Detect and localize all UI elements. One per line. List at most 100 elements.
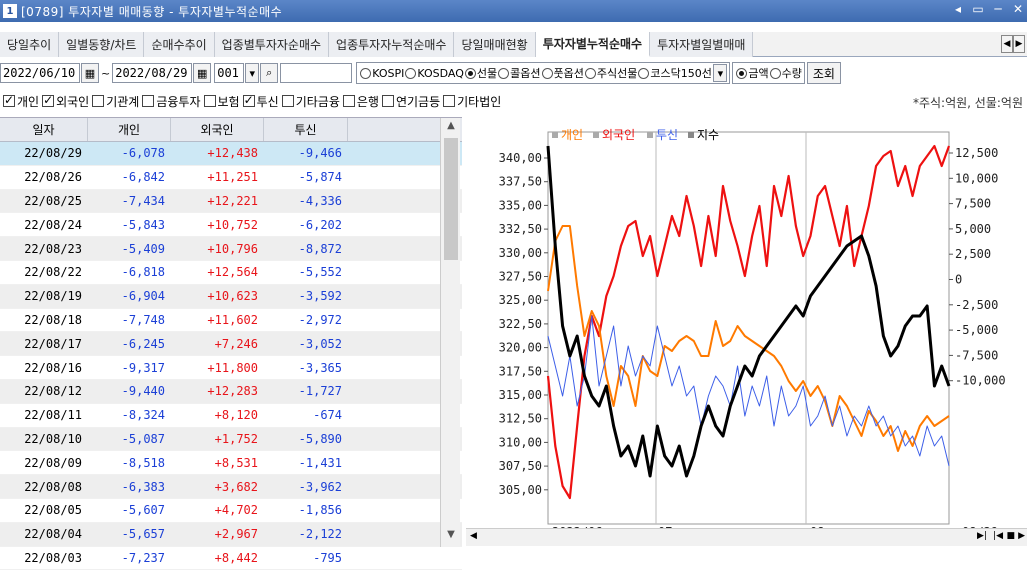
scroll-up-icon[interactable]: ▲: [447, 120, 455, 131]
grid-scrollbar[interactable]: ▲ ▼: [440, 118, 460, 547]
check-individual[interactable]: 개인: [3, 93, 39, 110]
radio-futures[interactable]: 선물: [464, 65, 497, 81]
radio-dot: [541, 67, 553, 79]
radio-put-option[interactable]: 풋옵션: [541, 65, 584, 81]
cell-date: 22/08/12: [24, 384, 82, 399]
checkbox-box: [142, 95, 155, 107]
table-row[interactable]: 22/08/11 -8,324 +8,120 -674: [0, 404, 462, 428]
chart-scrollbar[interactable]: ◀ ▶| |◀ ■ ▶: [466, 528, 1027, 546]
left-tick-label: 320,00: [499, 341, 542, 355]
check-foreign[interactable]: 외국인: [42, 93, 89, 110]
legend-label: 개인: [561, 128, 583, 142]
cell-date: 22/08/24: [24, 217, 82, 232]
legend-label: 투신: [656, 128, 678, 142]
grid-header: 일자 개인 외국인 투신: [0, 118, 462, 142]
radio-kospi[interactable]: KOSPI: [360, 67, 404, 80]
cell-individual: -6,383: [121, 479, 165, 494]
cell-individual: -5,087: [121, 431, 165, 446]
radio-dot: [464, 67, 476, 79]
col-individual[interactable]: 개인: [88, 118, 171, 141]
right-tick-label: -10,000: [955, 374, 1006, 388]
tab-sector-investor[interactable]: 업종별투자자순매수: [214, 32, 330, 57]
tab-scroll-right-icon[interactable]: ▶: [1013, 35, 1025, 53]
tab-scroll-left-icon[interactable]: ◀: [1001, 35, 1013, 53]
table-row[interactable]: 22/08/25 -7,434 +12,221 -4,336: [0, 189, 462, 214]
close-icon[interactable]: ✕: [1012, 2, 1024, 16]
cell-individual: -9,317: [121, 360, 165, 375]
cell-individual: -5,657: [121, 527, 165, 542]
left-tick-label: 325,00: [499, 293, 542, 307]
check-other-corp[interactable]: 기타법인: [443, 93, 501, 110]
end-date-input[interactable]: 2022/08/29: [112, 63, 193, 83]
radio-amount[interactable]: 금액: [736, 65, 769, 81]
table-row[interactable]: 22/08/24 -5,843 +10,752 -6,202: [0, 213, 462, 238]
table-row[interactable]: 22/08/29 -6,078 +12,438 -9,466: [0, 142, 462, 166]
check-other-finance[interactable]: 기타금융: [281, 93, 340, 110]
table-row[interactable]: 22/08/16 -9,317 +11,800 -3,365: [0, 356, 462, 380]
calendar-icon[interactable]: ▦: [81, 63, 99, 83]
stop-icon[interactable]: ■: [1006, 531, 1015, 541]
table-row[interactable]: 22/08/18 -7,748 +11,602 -2,972: [0, 309, 462, 333]
cell-date: 22/08/18: [24, 312, 82, 327]
table-row[interactable]: 22/08/09 -8,518 +8,531 -1,431: [0, 451, 462, 476]
scroll-thumb[interactable]: [444, 138, 458, 260]
table-row[interactable]: 22/08/12 -9,440 +12,283 -1,727: [0, 379, 462, 404]
start-date-input[interactable]: 2022/06/10: [0, 63, 80, 83]
checkbox-box: [42, 93, 55, 107]
scroll-left-icon[interactable]: ◀: [470, 531, 477, 541]
search-input[interactable]: [280, 63, 353, 83]
cell-trust: -795: [313, 550, 342, 565]
table-row[interactable]: 22/08/10 -5,087 +1,752 -5,890: [0, 427, 462, 452]
checkbox-box: [342, 95, 355, 107]
calendar-icon[interactable]: ▦: [193, 63, 212, 83]
search-icon[interactable]: ⌕: [260, 63, 279, 83]
scroll-first-icon[interactable]: |◀: [993, 531, 1003, 541]
radio-kosdaq[interactable]: KOSDAQ: [405, 67, 464, 80]
check-pension[interactable]: 연기금등: [381, 93, 440, 110]
play-icon[interactable]: ▶: [1018, 531, 1025, 541]
chevron-down-icon[interactable]: ▾: [713, 64, 728, 82]
table-row[interactable]: 22/08/03 -7,237 +8,442 -795: [0, 547, 462, 570]
inquire-button[interactable]: 조회: [806, 62, 841, 84]
radio-kosdaq150-futures[interactable]: 코스닥150선: [638, 65, 712, 81]
table-row[interactable]: 22/08/26 -6,842 +11,251 -5,874: [0, 166, 462, 190]
check-financial-investment[interactable]: 금융투자: [142, 93, 201, 110]
chevron-down-icon[interactable]: ▾: [245, 63, 260, 83]
radio-stock-futures[interactable]: 주식선물: [584, 65, 637, 81]
code-input[interactable]: 001: [214, 63, 245, 83]
col-trust[interactable]: 투신: [264, 118, 348, 141]
tab-investor-daily[interactable]: 투자자별일별매매: [650, 32, 754, 57]
tab-daily-trend[interactable]: 당일추이: [0, 32, 60, 57]
table-row[interactable]: 22/08/08 -6,383 +3,682 -3,962: [0, 475, 462, 499]
check-insurance[interactable]: 보험: [203, 93, 240, 110]
back-icon[interactable]: ◂: [954, 2, 962, 16]
check-institution[interactable]: 기관계: [92, 93, 139, 110]
col-foreign[interactable]: 외국인: [171, 118, 264, 141]
tab-daily-chart[interactable]: 일별동향/차트: [59, 32, 145, 57]
col-date[interactable]: 일자: [0, 118, 88, 141]
restore-icon[interactable]: ▭: [972, 2, 984, 16]
window-number: 1: [3, 4, 17, 18]
tab-sector-cumulative[interactable]: 업종투자자누적순매수: [329, 32, 455, 57]
scroll-down-icon[interactable]: ▼: [447, 529, 455, 540]
radio-quantity[interactable]: 수량: [769, 65, 802, 81]
tab-investor-cumulative[interactable]: 투자자별누적순매수: [535, 32, 651, 57]
tab-intraday-status[interactable]: 당일매매현황: [454, 32, 536, 57]
radio-dot: [769, 67, 781, 79]
tab-net-buy-trend[interactable]: 순매수추이: [144, 32, 215, 57]
table-row[interactable]: 22/08/17 -6,245 +7,246 -3,052: [0, 332, 462, 357]
scroll-end-icon[interactable]: ▶|: [977, 531, 987, 541]
table-row[interactable]: 22/08/04 -5,657 +2,967 -2,122: [0, 522, 462, 547]
table-row[interactable]: 22/08/23 -5,409 +10,796 -8,872: [0, 237, 462, 261]
table-row[interactable]: 22/08/19 -6,904 +10,623 -3,592: [0, 284, 462, 309]
check-bank[interactable]: 은행: [342, 93, 379, 110]
table-row[interactable]: 22/08/05 -5,607 +4,702 -1,856: [0, 499, 462, 523]
check-investment-trust[interactable]: 투신: [242, 93, 279, 110]
left-tick-label: 317,50: [499, 364, 542, 378]
table-row[interactable]: 22/08/22 -6,818 +12,564 -5,552: [0, 261, 462, 285]
cell-trust: -8,872: [298, 241, 342, 256]
right-tick-label: -5,000: [955, 323, 998, 337]
radio-call-option[interactable]: 콜옵션: [498, 65, 541, 81]
cell-date: 22/08/17: [24, 336, 82, 351]
minimize-icon[interactable]: ─: [994, 2, 1002, 16]
